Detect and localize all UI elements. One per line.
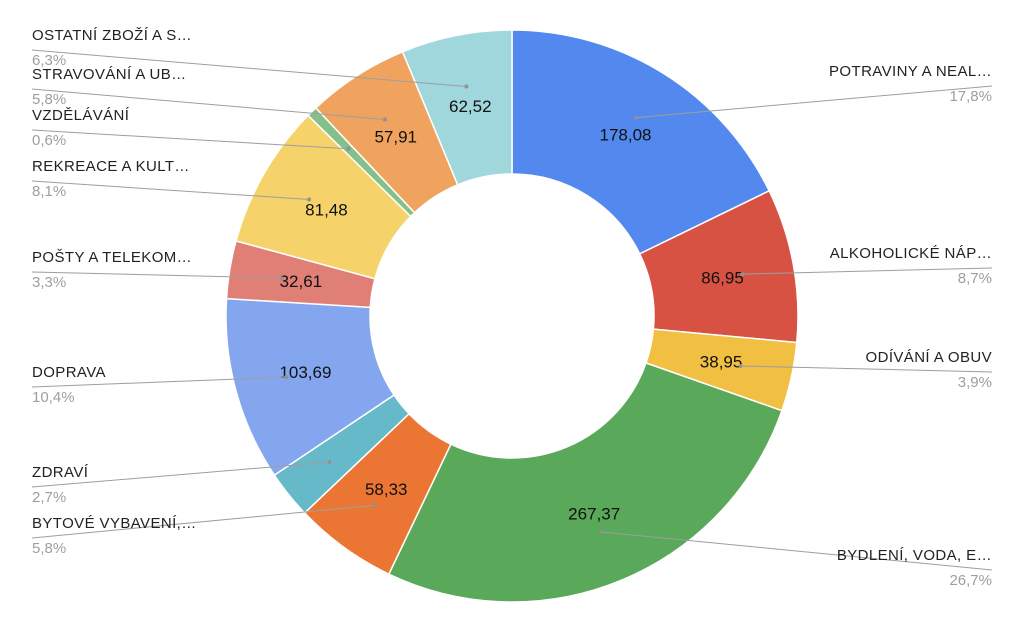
- category-label-bydleni-voda-e: BYDLENÍ, VODA, E…: [837, 547, 992, 564]
- value-label-doprava: 103,69: [279, 363, 331, 382]
- percent-label-bytove-vybaveni: 5,8%: [32, 540, 66, 557]
- leader-line-bytove-vybaveni: [31, 504, 375, 539]
- leader-line-ostatni-zbozi-a-s: [31, 49, 467, 87]
- percent-label-bydleni-voda-e: 26,7%: [949, 572, 992, 589]
- leader-line-stravovani-a-ub: [31, 88, 385, 121]
- percent-label-posty-a-telekom: 3,3%: [32, 274, 66, 291]
- slice-potraviny-a-neal: [511, 29, 771, 255]
- category-label-zdravi: ZDRAVÍ: [32, 464, 89, 481]
- leader-line-posty-a-telekom: [31, 271, 282, 279]
- percent-label-potraviny-a-neal: 17,8%: [949, 88, 992, 105]
- category-label-ostatni-zbozi-a-s: OSTATNÍ ZBOŽÍ A S…: [32, 27, 192, 44]
- category-label-bytove-vybaveni: BYTOVÉ VYBAVENÍ,…: [32, 515, 197, 532]
- value-label-ostatni-zbozi-a-s: 62,52: [449, 97, 492, 116]
- leader-line-vzdelavani: [31, 129, 349, 150]
- value-label-potraviny-a-neal: 178,08: [599, 126, 651, 145]
- percent-label-alkoholicke-nap: 8,7%: [958, 270, 992, 287]
- value-label-rekreace-a-kult: 81,48: [305, 200, 348, 219]
- percent-label-stravovani-a-ub: 5,8%: [32, 91, 66, 108]
- value-label-stravovani-a-ub: 57,91: [374, 127, 417, 146]
- leader-line-odivani-a-obuv: [740, 365, 993, 373]
- category-label-posty-a-telekom: POŠTY A TELEKOM…: [32, 249, 192, 266]
- slice-bydleni-voda-e: [387, 362, 783, 603]
- donut-hole: [371, 175, 653, 457]
- percent-label-doprava: 10,4%: [32, 389, 75, 406]
- value-label-bydleni-voda-e: 267,37: [568, 505, 620, 524]
- category-label-rekreace-a-kult: REKREACE A KULT…: [32, 158, 190, 175]
- value-label-posty-a-telekom: 32,61: [280, 272, 323, 291]
- category-label-vzdelavani: VZDĚLÁVÁNÍ: [32, 107, 130, 124]
- percent-label-zdravi: 2,7%: [32, 489, 66, 506]
- leader-line-doprava: [31, 376, 287, 388]
- leader-line-rekreace-a-kult: [31, 180, 310, 200]
- category-label-potraviny-a-neal: POTRAVINY A NEAL…: [829, 63, 992, 80]
- percent-label-rekreace-a-kult: 8,1%: [32, 183, 66, 200]
- leader-line-potraviny-a-neal: [636, 85, 993, 119]
- category-labels-group: POTRAVINY A NEAL… 17,8% ALKOHOLICKÉ NÁP… 8,…: [32, 27, 992, 589]
- slice-ostatni-zbozi-a-s: [401, 29, 513, 186]
- leader-lines-group: [31, 49, 993, 571]
- value-label-odivani-a-obuv: 38,95: [700, 353, 743, 372]
- value-label-bytove-vybaveni: 58,33: [365, 480, 408, 499]
- category-label-alkoholicke-nap: ALKOHOLICKÉ NÁP…: [830, 245, 992, 262]
- percent-label-odivani-a-obuv: 3,9%: [958, 374, 992, 391]
- leader-line-zdravi: [31, 461, 330, 488]
- percent-label-ostatni-zbozi-a-s: 6,3%: [32, 52, 66, 69]
- percent-label-vzdelavani: 0,6%: [32, 132, 66, 149]
- leader-line-alkoholicke-nap: [742, 267, 993, 275]
- category-label-odivani-a-obuv: ODÍVÁNÍ A OBUV: [866, 349, 992, 366]
- leader-line-bydleni-voda-e: [601, 531, 993, 571]
- category-label-doprava: DOPRAVA: [32, 364, 106, 381]
- slices-group: [225, 29, 799, 603]
- value-label-alkoholicke-nap: 86,95: [701, 269, 744, 288]
- category-label-stravovani-a-ub: STRAVOVÁNÍ A UB…: [32, 66, 187, 83]
- value-labels-group: 178,08 86,95 38,95 267,37 58,33 103,69 32,61 81…: [279, 97, 743, 523]
